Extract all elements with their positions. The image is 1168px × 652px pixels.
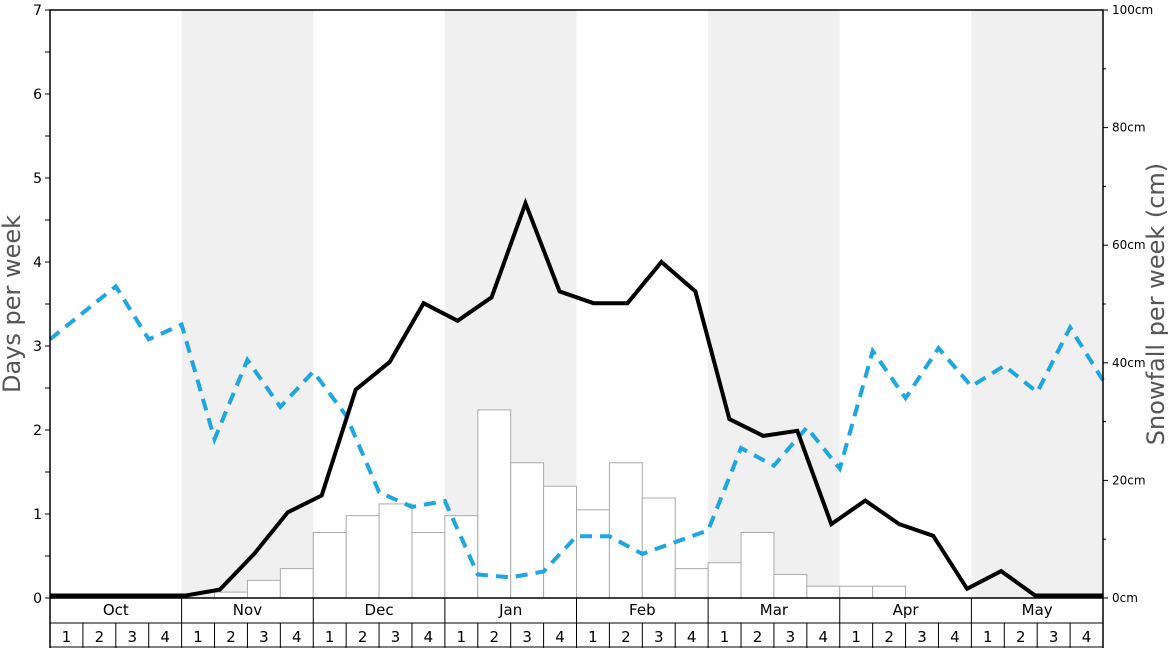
week-label: 2 xyxy=(621,628,631,646)
bar xyxy=(444,515,479,599)
week-label: 4 xyxy=(555,628,565,646)
week-label: 1 xyxy=(325,628,335,646)
week-label: 4 xyxy=(1082,628,1092,646)
week-label: 4 xyxy=(292,628,302,646)
week-label: 3 xyxy=(127,628,137,646)
right-axis: 0cm 20cm 40cm 60cm 80cm 100cm xyxy=(1103,3,1153,605)
bar xyxy=(378,503,413,599)
week-label: 1 xyxy=(588,628,598,646)
shade-band-nov xyxy=(181,10,314,598)
left-tick-label: 2 xyxy=(33,423,42,439)
week-label: 3 xyxy=(786,628,796,646)
bar xyxy=(312,531,347,599)
month-label: Feb xyxy=(629,601,656,619)
left-tick-label: 1 xyxy=(33,507,42,523)
days-solid-line xyxy=(50,197,1103,598)
week-label: 2 xyxy=(226,628,236,646)
bar xyxy=(707,562,742,599)
left-tick-label: 7 xyxy=(33,3,42,19)
week-label: 3 xyxy=(1049,628,1059,646)
week-label: 3 xyxy=(522,628,532,646)
week-label: 1 xyxy=(62,628,72,646)
left-tick-label: 0 xyxy=(33,591,42,607)
bar xyxy=(839,585,874,599)
month-label: Nov xyxy=(233,601,262,619)
snowfall-dashed-line xyxy=(48,283,1105,580)
bar xyxy=(411,531,446,599)
bar xyxy=(806,585,841,599)
week-label: 2 xyxy=(884,628,894,646)
week-label: 4 xyxy=(950,628,960,646)
week-label: 2 xyxy=(1016,628,1026,646)
bar xyxy=(872,585,907,599)
week-label: 3 xyxy=(391,628,401,646)
right-tick-label: 80cm xyxy=(1112,121,1146,135)
bar xyxy=(641,497,676,599)
week-label: 2 xyxy=(753,628,763,646)
right-axis-title: Snowfall per week (cm) xyxy=(1142,163,1168,445)
week-label: 2 xyxy=(358,628,368,646)
week-label: 4 xyxy=(819,628,829,646)
week-label: 1 xyxy=(457,628,467,646)
week-label: 2 xyxy=(95,628,105,646)
week-label: 1 xyxy=(720,628,730,646)
week-label: 4 xyxy=(424,628,434,646)
left-axis: 0 1 2 3 4 5 6 7 xyxy=(33,3,50,607)
month-label: Oct xyxy=(103,601,129,619)
month-label: Mar xyxy=(760,601,789,619)
left-tick-label: 5 xyxy=(33,171,42,187)
week-label: 1 xyxy=(193,628,203,646)
bar xyxy=(674,568,709,599)
shade-band-mar xyxy=(708,10,840,598)
days-per-week-bars xyxy=(214,409,907,599)
shade-band-may xyxy=(971,10,1103,598)
bar xyxy=(345,515,380,599)
bar xyxy=(740,531,775,599)
month-label: Apr xyxy=(893,601,920,619)
right-tick-label: 100cm xyxy=(1112,3,1153,17)
week-label: 1 xyxy=(983,628,993,646)
week-label: 3 xyxy=(654,628,664,646)
bar xyxy=(510,462,545,599)
right-tick-label: 20cm xyxy=(1112,473,1146,487)
week-label: 3 xyxy=(917,628,927,646)
week-label: 2 xyxy=(489,628,499,646)
month-label: Jan xyxy=(498,601,522,619)
right-tick-label: 0cm xyxy=(1112,591,1138,605)
bar xyxy=(214,591,248,599)
month-shading xyxy=(181,10,1103,598)
bar xyxy=(477,409,512,599)
series-lines xyxy=(48,197,1105,598)
week-label: 4 xyxy=(687,628,697,646)
left-tick-label: 3 xyxy=(33,339,42,355)
left-axis-title: Days per week xyxy=(0,215,26,393)
bar xyxy=(576,509,610,599)
week-label: 1 xyxy=(851,628,861,646)
month-label: May xyxy=(1022,601,1053,619)
month-label: Dec xyxy=(365,601,394,619)
bar xyxy=(246,579,281,599)
bar xyxy=(608,462,643,599)
bar xyxy=(279,568,314,599)
week-label: 4 xyxy=(160,628,170,646)
left-tick-label: 4 xyxy=(33,255,42,271)
month-table: Oct 1 2 3 4 Nov 1 2 3 4 Dec 1 2 3 4 Jan 1 2 3 4 Feb 1 2 3 4 Mar 1 2… xyxy=(49,598,1104,648)
left-tick-label: 6 xyxy=(33,87,42,103)
bar xyxy=(773,573,808,599)
week-label: 3 xyxy=(259,628,269,646)
right-tick-label: 60cm xyxy=(1112,238,1146,252)
right-tick-label: 40cm xyxy=(1112,356,1146,370)
